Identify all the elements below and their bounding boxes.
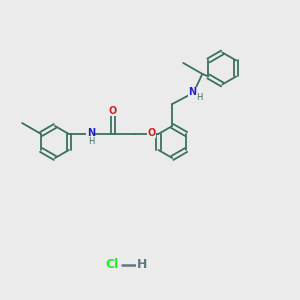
Text: H: H [88,137,94,146]
Text: N: N [87,128,95,138]
Text: Cl: Cl [105,259,119,272]
Text: H: H [137,259,147,272]
Text: O: O [147,128,155,138]
Text: N: N [188,87,196,97]
Text: O: O [109,106,117,116]
Text: H: H [196,94,203,103]
